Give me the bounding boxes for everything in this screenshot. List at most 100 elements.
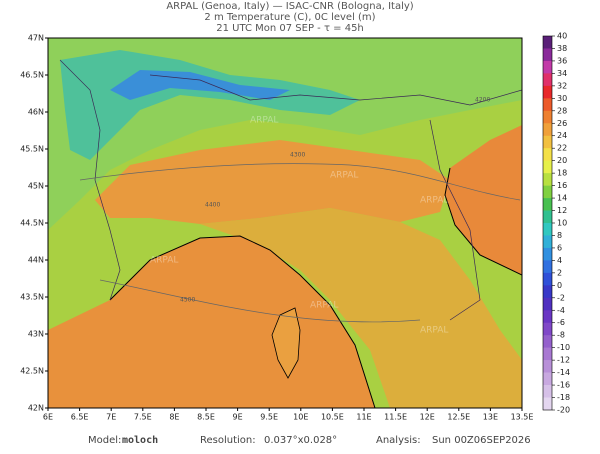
- watermark: ARPAL: [420, 326, 448, 336]
- po-valley: [95, 140, 450, 224]
- header-line: 2 m Temperature (C), 0C level (m): [204, 12, 375, 23]
- lat-label: 46N: [28, 108, 44, 117]
- colorbar-swatch: [543, 385, 552, 398]
- colorbar-swatch: [543, 48, 552, 62]
- lat-label: 45.5N: [20, 145, 44, 154]
- footer-label: Resolution:: [200, 435, 256, 446]
- footer-value: moloch: [122, 435, 158, 446]
- colorbar-label: -2: [557, 293, 565, 302]
- lat-label: 43N: [28, 330, 44, 339]
- colorbar-swatch: [543, 73, 552, 87]
- colorbar-swatch: [543, 148, 552, 161]
- lon-label: 12E: [420, 413, 435, 422]
- lon-label: 6E: [43, 413, 53, 422]
- lat-label: 44.5N: [20, 219, 44, 228]
- colorbar-swatch: [543, 185, 552, 199]
- colorbar-label: 14: [557, 194, 567, 203]
- lat-label: 42.5N: [20, 367, 44, 376]
- colorbar-label: 6: [557, 243, 562, 252]
- colorbar-swatch: [543, 173, 552, 186]
- colorbar-swatch: [543, 223, 552, 236]
- colorbar-swatch: [543, 297, 552, 311]
- colorbar-label: 28: [557, 106, 567, 115]
- header-line: ARPAL (Genoa, Italy) — ISAC-CNR (Bologna…: [166, 1, 413, 12]
- colorbar-label: -20: [557, 406, 570, 415]
- colorbar-swatch: [543, 160, 552, 174]
- lat-label: 42N: [28, 404, 44, 413]
- colorbar-swatch: [543, 397, 552, 411]
- colorbar-label: 20: [557, 156, 567, 165]
- colorbar-label: 36: [557, 56, 567, 65]
- colorbar-label: 26: [557, 119, 567, 128]
- colorbar-swatch: [543, 335, 552, 348]
- watermark: ARPAL: [420, 196, 448, 206]
- coastline: [444, 167, 522, 276]
- lon-label: 7.5E: [134, 413, 152, 422]
- colorbar-swatch: [543, 110, 552, 124]
- lon-label: 12.5E: [447, 413, 470, 422]
- colorbar-label: 12: [557, 206, 567, 215]
- footer-value: 0.037°x0.028°: [264, 435, 337, 446]
- colorbar-label: 0: [557, 281, 562, 290]
- colorbar-swatch: [543, 123, 552, 137]
- colorbar-label: 18: [557, 169, 567, 178]
- watermark: ARPAL: [330, 171, 358, 181]
- footer-value: Sun 00Z06SEP2026: [432, 435, 531, 446]
- colorbar-label: 24: [557, 131, 567, 140]
- lon-label: 9E: [233, 413, 243, 422]
- colorbar-swatch: [543, 198, 552, 211]
- colorbar-label: 8: [557, 231, 562, 240]
- watermark: ARPAL: [250, 116, 278, 126]
- colorbar-swatch: [543, 135, 552, 149]
- colorbar-label: 4: [557, 256, 562, 265]
- colorbar-swatch: [543, 310, 552, 324]
- colorbar-label: 34: [557, 69, 567, 78]
- contour-label: 4500: [180, 297, 195, 304]
- colorbar-label: 32: [557, 81, 567, 90]
- lon-label: 8.5E: [197, 413, 215, 422]
- colorbar-swatch: [543, 260, 552, 274]
- colorbar-label: -4: [557, 306, 565, 315]
- footer-label: Analysis:: [376, 435, 421, 446]
- colorbar-label: -6: [557, 318, 565, 327]
- lat-label: 44N: [28, 256, 44, 265]
- lon-label: 6.5E: [71, 413, 89, 422]
- lat-label: 43.5N: [20, 293, 44, 302]
- colorbar-label: 38: [557, 44, 567, 53]
- lon-label: 10.5E: [321, 413, 344, 422]
- contour: [79, 163, 521, 323]
- lon-label: 11.5E: [384, 413, 407, 422]
- lon-label: 11E: [356, 413, 371, 422]
- watermark: ARPAL: [310, 301, 338, 311]
- footer-label: Model:: [88, 435, 121, 446]
- coastline: [109, 235, 376, 408]
- colorbar-swatch: [543, 322, 552, 336]
- colorbar-label: 2: [557, 268, 562, 277]
- colorbar-swatch: [543, 210, 552, 224]
- watermark: ARPAL: [150, 256, 178, 266]
- colorbar-swatch: [543, 347, 552, 361]
- apennines: [200, 208, 522, 408]
- colorbar-swatch: [543, 285, 552, 299]
- lat-label: 45N: [28, 182, 44, 191]
- colorbar-swatch: [543, 60, 552, 74]
- colorbar-label: -14: [557, 368, 570, 377]
- colorbar-swatch: [543, 36, 552, 49]
- lat-label: 46.5N: [20, 71, 44, 80]
- colorbar-swatch: [543, 247, 552, 261]
- lon-label: 13E: [483, 413, 498, 422]
- colorbar-label: 30: [557, 94, 567, 103]
- colorbar-swatch: [543, 360, 552, 373]
- contour-label: 4200: [475, 97, 490, 104]
- colorbar-label: -8: [557, 331, 565, 340]
- colorbar-label: 22: [557, 144, 567, 153]
- lon-label: 9.5E: [260, 413, 278, 422]
- colorbar-label: 40: [557, 32, 567, 41]
- header-line: 21 UTC Mon 07 SEP - τ = 45h: [216, 23, 364, 34]
- colorbar-swatch: [543, 98, 552, 112]
- colorbar-label: 10: [557, 219, 567, 228]
- map: [47, 37, 523, 409]
- lon-label: 10E: [293, 413, 308, 422]
- colorbar-label: -10: [557, 343, 570, 352]
